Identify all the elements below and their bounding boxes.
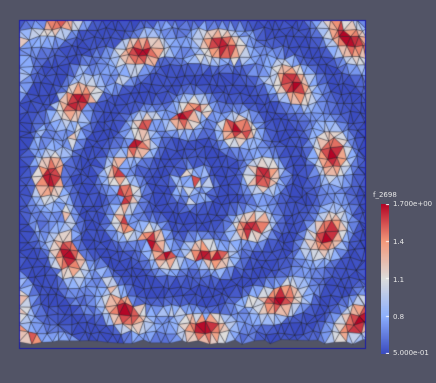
colorbar-tick-label: 1.4 — [393, 238, 405, 246]
colorbar-gradient — [381, 204, 389, 354]
colorbar-tick-label-min: 5.000e-01 — [393, 349, 429, 357]
colorbar-tick-label-max: 1.700e+00 — [393, 200, 433, 208]
colorbar-tick-label: 1.1 — [393, 276, 405, 284]
colorbar-tick-label: 0.8 — [393, 313, 405, 321]
colorbar-title: f_2698 — [373, 191, 397, 199]
